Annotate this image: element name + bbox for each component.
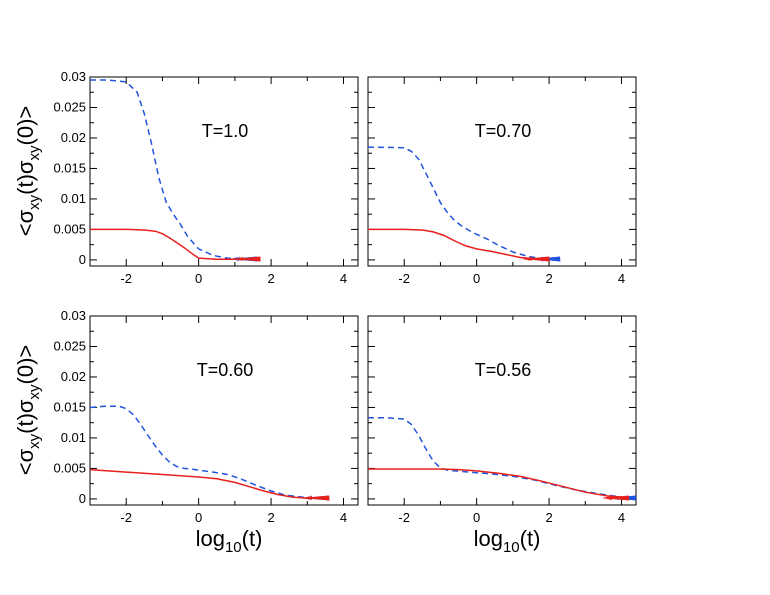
x-tick-label: -2 [120,510,132,525]
y-axis-title: <σxy(t)σxy(0)> [13,345,43,476]
series-solid-red [90,468,329,500]
series-dashed-blue [90,405,330,500]
series-dashed-blue [368,417,636,500]
y-tick-label: 0.005 [53,460,86,475]
y-axis-title: <σxy(t)σxy(0)> [13,106,43,237]
x-axis-title: log10(t) [196,526,263,556]
x-tick-label: 2 [267,510,274,525]
y-tick-label: 0.03 [61,69,86,84]
x-tick-label: 0 [195,271,202,286]
y-tick-label: 0.01 [61,430,86,445]
y-tick-label: 0 [79,252,86,267]
panel-1: -2 0 2 4 0 0.005 0.01 0.015 0.02 0.025 0.03 T=1.0 [53,69,359,286]
x-axis-title: log10(t) [474,526,541,556]
x-tick-label: 0 [473,510,480,525]
panel-4: -2 0 2 4 T=0.56 [367,315,637,525]
panel-title: T=1.0 [202,121,249,141]
y-tick-label: 0.02 [61,369,86,384]
panel-3: -2 0 2 4 0 0.005 0.01 0.015 0.02 0.025 0.03 T=0.60 [53,308,359,525]
panel-2: -2 0 2 4 T=0.70 [367,76,637,286]
panel-frame [367,76,637,267]
x-tick-label: 2 [545,510,552,525]
panel-title: T=0.70 [475,121,532,141]
noise-tail [303,495,330,501]
series-dashed-blue [368,146,560,261]
series-dashed-blue [90,79,257,261]
y-tick-label: 0.01 [61,191,86,206]
x-tick-label: 2 [545,271,552,286]
noise-tail [603,495,630,501]
x-tick-label: 4 [618,510,625,525]
x-tick-label: -2 [120,271,132,286]
x-tick-label: 2 [267,271,274,286]
panel-frame [89,315,359,506]
x-tick-label: -2 [398,510,410,525]
y-tick-label: 0.025 [53,99,86,114]
noise-tail [234,256,261,262]
x-tick-label: 4 [340,510,347,525]
y-tick-label: 0.02 [61,130,86,145]
noise-tail [523,256,550,262]
series-solid-red [90,228,261,261]
x-tick-label: 4 [340,271,347,286]
panel-frame [89,76,359,267]
y-tick-label: 0.03 [61,308,86,323]
y-tick-label: 0.015 [53,160,86,175]
x-tick-label: -2 [398,271,410,286]
x-tick-label: 4 [618,271,625,286]
y-tick-label: 0.025 [53,338,86,353]
panel-title: T=0.56 [475,360,532,380]
panel-title: T=0.60 [197,360,254,380]
x-tick-label: 0 [473,271,480,286]
x-tick-label: 0 [195,510,202,525]
y-tick-label: 0.015 [53,399,86,414]
series-solid-red [368,228,550,261]
y-tick-label: 0.005 [53,221,86,236]
panel-frame [367,315,637,506]
series-solid-red [368,468,629,499]
y-tick-label: 0 [79,491,86,506]
